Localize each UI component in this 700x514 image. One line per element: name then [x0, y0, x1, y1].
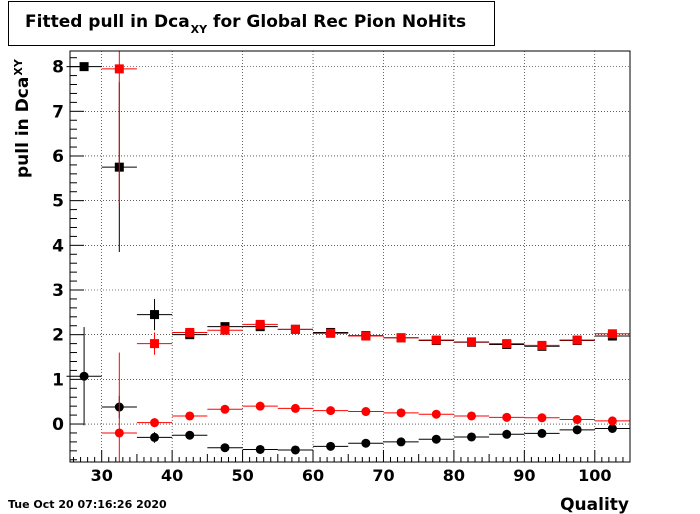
y-tick-label: 6: [52, 147, 64, 167]
data-point-square: [431, 335, 441, 345]
y-axis-label: pull in Dca XY: [12, 58, 33, 178]
data-point-square: [79, 62, 89, 72]
data-point-circle: [537, 413, 547, 423]
data-point-square: [502, 339, 512, 349]
data-point-circle: [396, 437, 406, 447]
x-axis-label: Quality: [560, 495, 629, 514]
y-tick-label: 0: [52, 415, 64, 435]
data-point-square: [114, 64, 124, 74]
data-layer: [66, 51, 630, 462]
data-point-circle: [537, 428, 547, 438]
data-point-square: [220, 325, 230, 335]
data-point-circle: [220, 404, 230, 414]
y-tick-label: 2: [52, 326, 64, 346]
data-point-circle: [150, 432, 160, 442]
y-tick-label: 8: [52, 58, 64, 78]
x-tick-label: 40: [161, 466, 183, 485]
data-point-circle: [361, 438, 371, 448]
x-tick-label: 60: [302, 466, 324, 485]
data-point-circle: [361, 407, 371, 417]
data-point-circle: [185, 430, 195, 440]
data-point-circle: [607, 423, 617, 433]
data-point-square: [607, 329, 617, 339]
title-subscript: XY: [190, 23, 208, 36]
x-tick-label: 30: [91, 466, 113, 485]
data-point-square: [326, 328, 336, 338]
data-point-circle: [467, 411, 477, 421]
data-point-circle: [290, 445, 300, 455]
plot-title: Fitted pull in DcaXY for Global Rec Pion…: [25, 12, 466, 36]
data-point-square: [150, 310, 160, 320]
grid-layer: [70, 51, 630, 462]
data-point-circle: [572, 425, 582, 435]
data-point-square: [396, 333, 406, 343]
data-point-circle: [220, 443, 230, 453]
plot-frame: [69, 50, 631, 463]
x-tick-label: 90: [513, 466, 535, 485]
data-point-circle: [467, 432, 477, 442]
data-point-circle: [114, 428, 124, 438]
x-tick-label: 80: [443, 466, 465, 485]
data-point-square: [537, 340, 547, 350]
data-point-square: [361, 331, 371, 341]
y-axis-label-main: pull in Dca: [13, 77, 33, 178]
y-tick-label: 3: [52, 281, 64, 301]
data-point-circle: [502, 412, 512, 422]
data-point-circle: [572, 415, 582, 425]
data-point-circle: [396, 408, 406, 418]
data-point-circle: [431, 434, 441, 444]
data-point-square: [255, 319, 265, 329]
timestamp: Tue Oct 20 07:16:26 2020: [8, 498, 167, 511]
data-point-circle: [150, 418, 160, 428]
data-point-circle: [326, 406, 336, 416]
data-point-circle: [431, 409, 441, 419]
data-point-square: [185, 327, 195, 337]
title-rest: for Global Rec Pion NoHits: [207, 12, 467, 32]
title-box: Fitted pull in DcaXY for Global Rec Pion…: [8, 1, 495, 46]
axis-layer: 30 40 50 60 70 80 90 100 0 1 2 3 4 5 6 7 8: [52, 57, 631, 485]
data-point-square: [150, 339, 160, 349]
data-point-circle: [607, 416, 617, 426]
data-point-circle: [255, 444, 265, 454]
data-point-square: [290, 324, 300, 334]
y-axis-label-sub: XY: [12, 58, 25, 75]
data-point-square: [572, 335, 582, 345]
data-point-circle: [79, 371, 89, 381]
data-point-circle: [326, 441, 336, 451]
data-point-square: [467, 337, 477, 347]
y-tick-label: 7: [52, 102, 64, 122]
y-tick-label: 1: [52, 370, 64, 390]
y-tick-label: 5: [52, 192, 64, 212]
title-main: Fitted pull in Dca: [25, 12, 190, 32]
data-point-circle: [255, 401, 265, 411]
x-tick-label: 70: [372, 466, 394, 485]
data-point-circle: [185, 411, 195, 421]
y-tick-label: 4: [52, 236, 64, 256]
x-tick-label: 50: [231, 466, 253, 485]
data-point-circle: [290, 403, 300, 413]
x-tick-label: 100: [578, 466, 611, 485]
data-point-circle: [502, 429, 512, 439]
